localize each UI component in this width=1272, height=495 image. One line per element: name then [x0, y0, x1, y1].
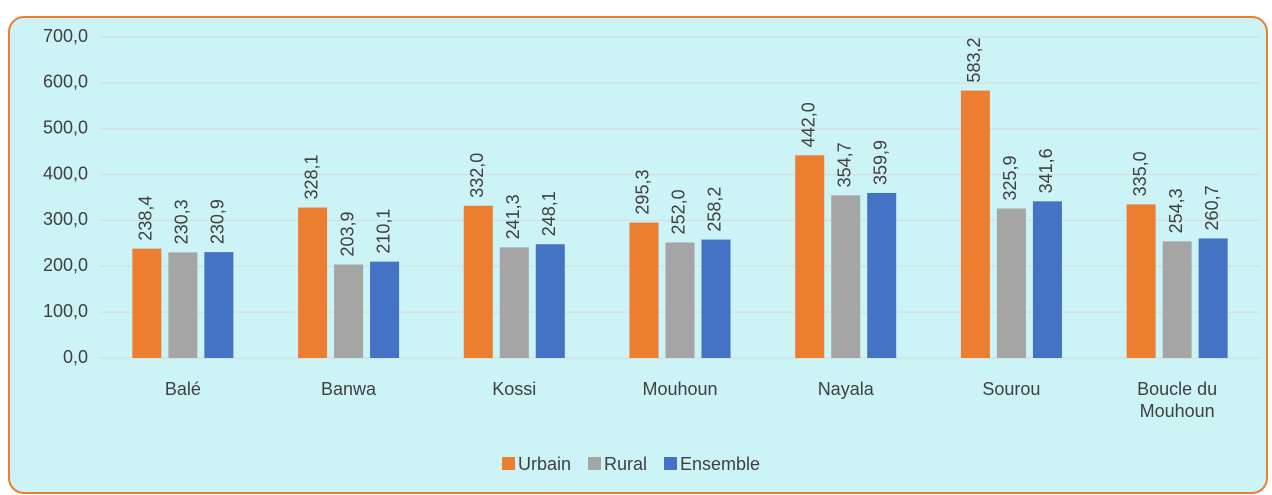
value-label: 241,3	[503, 194, 523, 239]
bar	[629, 222, 659, 358]
value-label: 583,2	[964, 38, 984, 83]
x-tick-label: Kossi	[492, 379, 537, 399]
value-label: 210,1	[373, 209, 393, 254]
bar	[1162, 241, 1192, 358]
value-label: 442,0	[798, 102, 818, 147]
bar	[370, 261, 400, 358]
y-tick-label: 300,0	[43, 209, 88, 229]
bar	[334, 264, 364, 358]
bar	[499, 247, 529, 358]
x-tick-label: Boucle du Mouhoun	[1137, 379, 1218, 421]
x-tick-label: Banwa	[321, 379, 377, 399]
bar	[795, 155, 825, 358]
y-tick-label: 200,0	[43, 255, 88, 275]
value-label: 252,0	[669, 189, 689, 234]
value-label: 295,3	[633, 170, 653, 215]
bar	[168, 252, 198, 358]
x-tick-label: Sourou	[982, 379, 1041, 399]
y-tick-label: 700,0	[43, 26, 88, 46]
bar	[867, 192, 897, 358]
value-label: 335,0	[1130, 151, 1150, 196]
x-tick-label: Nayala	[817, 379, 874, 399]
value-label: 230,9	[208, 199, 228, 244]
value-label: 230,3	[172, 199, 192, 244]
value-label: 341,6	[1036, 148, 1056, 193]
legend-swatch	[588, 457, 601, 470]
value-label: 332,0	[467, 153, 487, 198]
bar	[665, 242, 695, 358]
value-label: 354,7	[834, 142, 854, 187]
legend-swatch	[502, 457, 515, 470]
value-label: 260,7	[1202, 185, 1222, 230]
x-tick-label: Mouhoun	[642, 379, 718, 399]
legend-swatch	[664, 457, 677, 470]
bar	[204, 252, 234, 358]
value-label: 328,1	[301, 154, 321, 199]
y-tick-label: 100,0	[43, 301, 88, 321]
bar	[960, 90, 990, 358]
value-label: 238,4	[136, 196, 156, 241]
bar	[1126, 204, 1156, 358]
value-label: 254,3	[1166, 188, 1186, 233]
value-label: 258,2	[705, 187, 725, 232]
x-tick-label: Balé	[164, 379, 201, 399]
value-label: 203,9	[337, 211, 357, 256]
value-label: 248,1	[539, 191, 559, 236]
bar	[463, 205, 493, 358]
y-tick-label: 500,0	[43, 117, 88, 137]
bar	[831, 195, 861, 358]
legend-label: Urbain	[518, 454, 571, 474]
y-tick-label: 400,0	[43, 163, 88, 183]
legend-label: Ensemble	[680, 454, 760, 474]
bar	[1032, 201, 1062, 358]
bar	[996, 208, 1026, 358]
bar	[701, 239, 731, 358]
bar	[132, 248, 162, 358]
value-label: 359,9	[870, 140, 890, 185]
y-tick-label: 0,0	[63, 347, 88, 367]
y-tick-label: 600,0	[43, 72, 88, 92]
value-label: 325,9	[1000, 156, 1020, 201]
bar	[535, 244, 565, 358]
bar	[1198, 238, 1228, 358]
legend-label: Rural	[604, 454, 647, 474]
bar	[298, 207, 328, 358]
